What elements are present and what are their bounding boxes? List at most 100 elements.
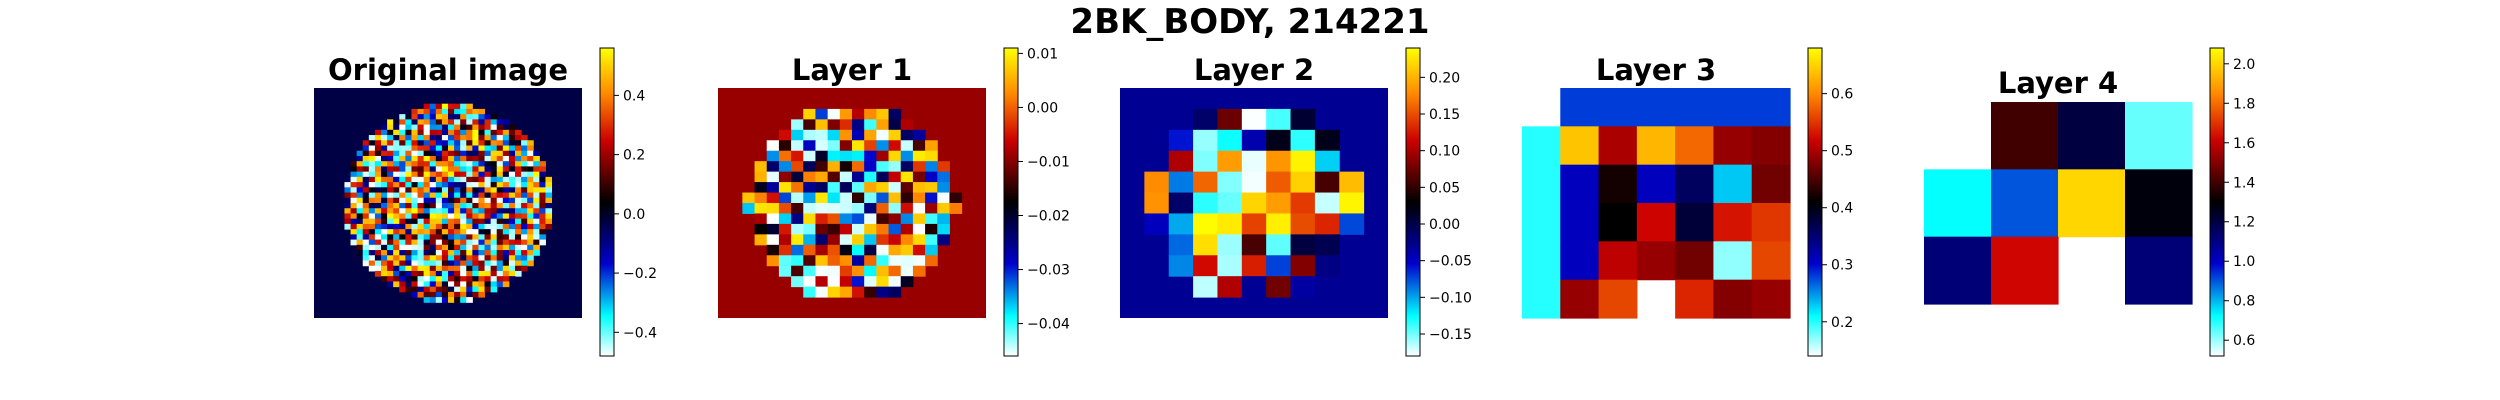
heatmap-cell [472, 203, 479, 209]
heatmap-cell [1315, 213, 1340, 234]
heatmap-cell [472, 213, 479, 219]
heatmap-cell [399, 203, 406, 209]
heatmap-cell [497, 146, 504, 152]
heatmap-cell [840, 213, 853, 224]
heatmap-cell [344, 177, 351, 183]
heatmap-cell [503, 276, 510, 282]
heatmap-cell [411, 130, 418, 136]
heatmap-cell [363, 261, 370, 267]
heatmap-cell [472, 198, 479, 204]
heatmap-cell [491, 213, 498, 219]
heatmap-cell [424, 213, 431, 219]
heatmap-cell [527, 140, 534, 146]
heatmap-cell [369, 166, 376, 172]
heatmap-cell [509, 219, 516, 225]
heatmap-cell [545, 193, 552, 199]
heatmap-cell [460, 135, 467, 141]
heatmap-cell [381, 193, 388, 199]
heatmap-cell [460, 287, 467, 293]
heatmap-cell [533, 166, 540, 172]
heatmap-cell [509, 187, 516, 193]
heatmap-cell [539, 224, 546, 230]
heatmap-cell [418, 240, 425, 246]
heatmap-cell [491, 224, 498, 230]
heatmap-cell [411, 261, 418, 267]
heatmap-cell [411, 213, 418, 219]
heatmap-cell [497, 281, 504, 287]
heatmap-cell [533, 213, 540, 219]
heatmap-cell [399, 151, 406, 157]
heatmap-cell [1713, 126, 1752, 165]
heatmap-cell [454, 172, 461, 178]
heatmap-cell [497, 198, 504, 204]
heatmap-cell [411, 161, 418, 167]
heatmap-cell [478, 266, 485, 272]
heatmap-cell [478, 182, 485, 188]
heatmap-cell [1291, 255, 1316, 276]
heatmap-cell [460, 146, 467, 152]
heatmap-cell [527, 219, 534, 225]
heatmap-cell [442, 161, 449, 167]
heatmap-cell [393, 161, 400, 167]
heatmap-cell [399, 161, 406, 167]
heatmap-cell [1266, 172, 1291, 193]
heatmap-cell [466, 166, 473, 172]
heatmap-cell [1193, 213, 1218, 234]
heatmap-cell [399, 198, 406, 204]
heatmap-cell [424, 292, 431, 298]
heatmap-cell [393, 198, 400, 204]
heatmap-cell [828, 161, 841, 172]
heatmap-cell [503, 208, 510, 214]
heatmap-cell [485, 198, 492, 204]
heatmap-cell [509, 172, 516, 178]
heatmap-cell [393, 245, 400, 251]
heatmap-cell [497, 177, 504, 183]
heatmap-cell [460, 297, 467, 303]
heatmap-cell [533, 177, 540, 183]
heatmap-cell [815, 151, 828, 162]
heatmap-cell [1599, 126, 1638, 165]
heatmap-cell [478, 156, 485, 162]
heatmap-cell [1266, 109, 1291, 130]
heatmap-cell [436, 208, 443, 214]
heatmap-cell [515, 135, 522, 141]
heatmap-cell [828, 203, 841, 214]
heatmap-cell [779, 130, 792, 141]
heatmap-cell [803, 161, 816, 172]
heatmap-cell [515, 182, 522, 188]
heatmap-cell [424, 161, 431, 167]
heatmap-cell [430, 130, 437, 136]
heatmap-cell [375, 266, 382, 272]
heatmap-cell [937, 234, 950, 245]
heatmap-cell [418, 151, 425, 157]
heatmap-cell [430, 255, 437, 261]
heatmap-cell [478, 119, 485, 125]
heatmap-cell [767, 255, 780, 266]
heatmap-cell [503, 125, 510, 131]
heatmap-cell [497, 219, 504, 225]
heatmap-cell [791, 276, 804, 287]
heatmap-cell [436, 229, 443, 235]
heatmap-cell [375, 250, 382, 256]
heatmap-cell [901, 203, 914, 214]
heatmap-cell [515, 208, 522, 214]
heatmap-cell [454, 198, 461, 204]
heatmap-cell [852, 182, 865, 193]
colorbar-tick-label: 0.01 [1027, 46, 1058, 62]
heatmap-cell [363, 234, 370, 240]
heatmap-cell [411, 119, 418, 125]
heatmap-cell [357, 224, 364, 230]
heatmap-cell [442, 177, 449, 183]
heatmap-cell [375, 229, 382, 235]
heatmap-cell [424, 250, 431, 256]
heatmap-cell [369, 234, 376, 240]
heatmap-cell [913, 203, 926, 214]
heatmap-cell [876, 224, 889, 235]
heatmap-cell [363, 213, 370, 219]
heatmap-cell [381, 146, 388, 152]
heatmap-cell [925, 245, 938, 256]
heatmap-cell [497, 187, 504, 193]
heatmap-cell [411, 156, 418, 162]
heatmap-cell [478, 255, 485, 261]
